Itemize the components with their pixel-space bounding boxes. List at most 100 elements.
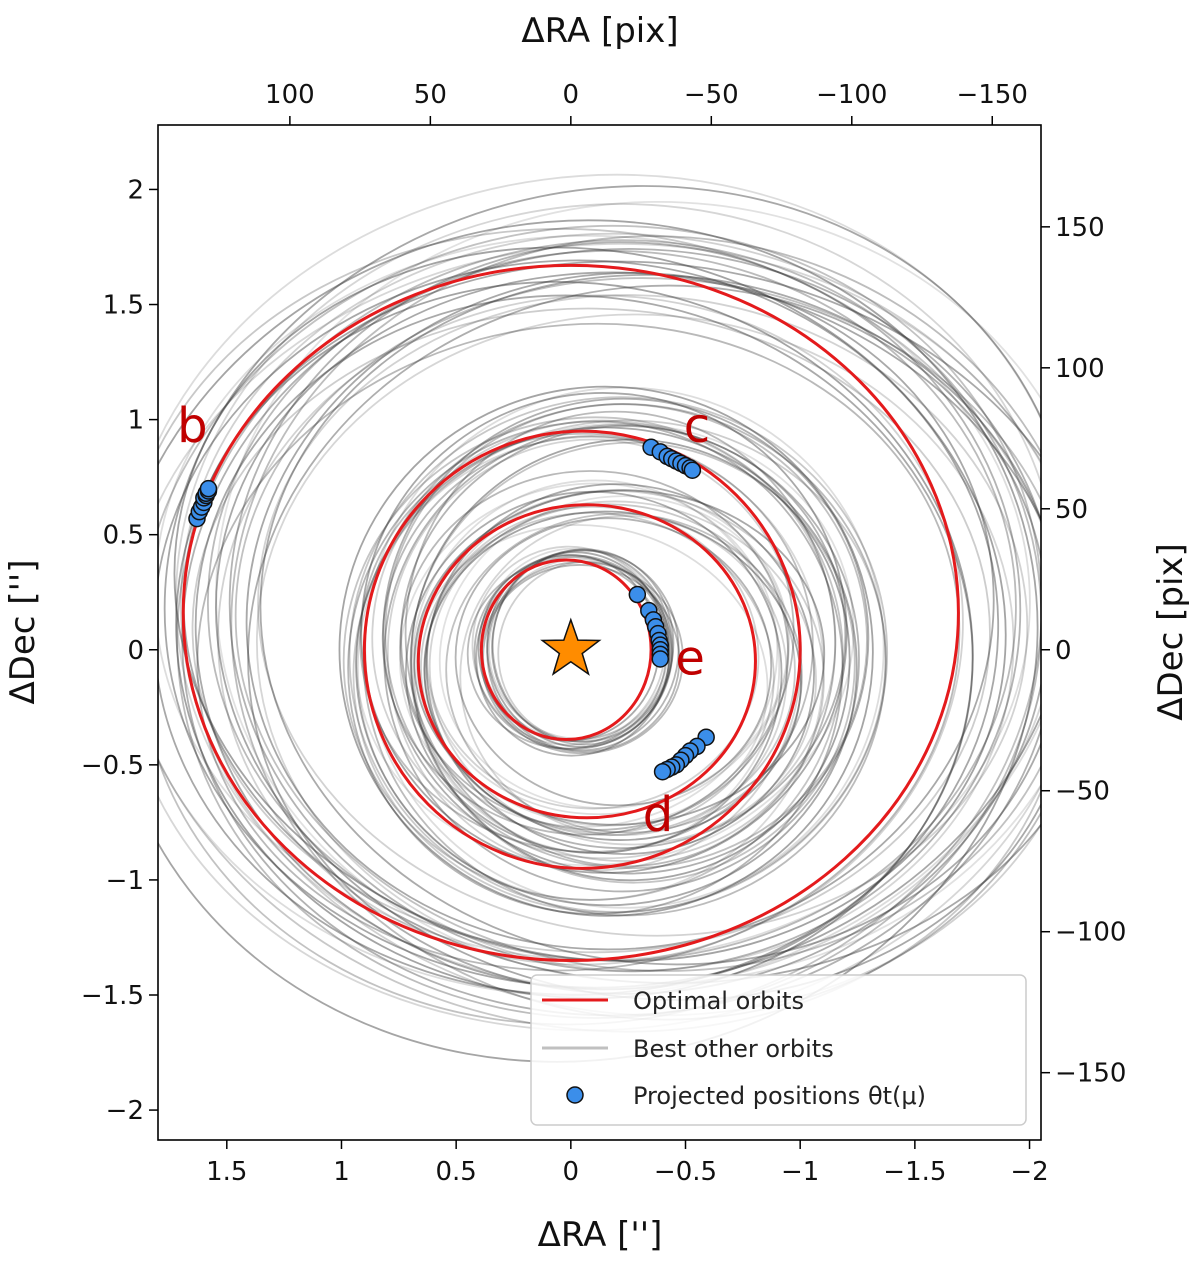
projected-position-e <box>651 650 670 668</box>
planet-label-d: d <box>643 787 673 843</box>
y-tick-label-left: 1.5 <box>103 291 144 321</box>
other-orbit <box>413 489 825 862</box>
other-orbit <box>158 228 1041 1033</box>
other-orbit <box>459 515 788 837</box>
other-orbit <box>410 438 851 882</box>
y-tick-label-right: −100 <box>1055 918 1126 948</box>
other-orbit <box>352 419 887 914</box>
projected-position-e <box>628 585 647 604</box>
other-orbit <box>257 294 1029 937</box>
y-axis-title-left: ΔDec [''] <box>3 559 43 704</box>
other-orbit <box>173 246 1007 962</box>
x-tick-label-bottom: −0.5 <box>654 1157 717 1187</box>
x-tick-label-bottom: 1.5 <box>206 1157 247 1187</box>
plot-frame <box>157 124 1042 1141</box>
star-marker <box>540 617 602 676</box>
other-orbit <box>454 517 773 807</box>
other-orbit <box>445 512 803 834</box>
other-orbit <box>259 274 1041 966</box>
x-tick-label-bottom: −2 <box>1010 1157 1048 1187</box>
planet-label-e: e <box>675 630 705 686</box>
other-orbit <box>473 554 673 750</box>
x-tick-label-bottom: −1.5 <box>883 1157 946 1187</box>
y-tick-label-right: 100 <box>1055 354 1105 384</box>
x-tick-label-top: 50 <box>414 80 447 110</box>
optimal-orbits-layer <box>181 263 960 962</box>
y-tick-label-right: −150 <box>1055 1059 1126 1089</box>
other-orbit <box>194 294 974 991</box>
other-orbit <box>217 294 964 966</box>
other-orbit <box>359 432 814 853</box>
y-tick-label-left: −1.5 <box>81 981 144 1011</box>
other-orbit <box>423 510 802 841</box>
x-tick-label-top: −150 <box>957 80 1028 110</box>
other-orbit <box>399 470 789 831</box>
other-orbit <box>420 511 775 834</box>
other-orbit <box>438 495 789 810</box>
axes-layer: 1.5 1 0.5 0 −0.5 −1 −1.5 −2 2 1.5 1 0.5 0 −0.5 −1 −1.5 −… <box>81 80 1127 1187</box>
y-tick-label-left: 2 <box>127 175 144 205</box>
x-tick-label-top: −50 <box>684 80 739 110</box>
other-orbit <box>400 425 847 850</box>
x-tick-label-bottom: −1 <box>781 1157 819 1187</box>
x-axis-title-bottom: ΔRA [''] <box>538 1215 663 1255</box>
legend: Optimal orbits Best other orbits Project… <box>530 974 1027 1126</box>
other-orbit <box>342 416 844 901</box>
other-orbit <box>347 420 844 915</box>
other-orbit <box>491 549 674 746</box>
x-tick-label-top: 100 <box>265 80 315 110</box>
legend-label-optimal: Optimal orbits <box>633 987 804 1015</box>
projected-position-c <box>683 461 702 479</box>
projected-position-d <box>653 762 672 781</box>
projected-position-b <box>199 479 218 498</box>
other-orbit <box>228 241 1022 973</box>
other-orbit <box>383 424 860 893</box>
other-orbit <box>191 307 991 954</box>
x-tick-label-bottom: 0.5 <box>435 1157 476 1187</box>
other-orbit <box>256 313 1015 972</box>
legend-marker <box>566 1086 584 1104</box>
projected-positions-layer <box>188 438 715 781</box>
optimal-orbit-c <box>362 429 802 870</box>
y-tick-label-left: −2 <box>106 1096 144 1126</box>
other-orbit <box>176 239 1041 1019</box>
other-orbit <box>360 392 848 874</box>
y-tick-label-right: −50 <box>1055 777 1110 807</box>
other-orbit <box>355 426 858 907</box>
other-orbit <box>486 549 680 752</box>
other-orbit <box>245 271 995 951</box>
y-tick-label-left: 0 <box>127 636 144 666</box>
other-orbit <box>384 403 868 870</box>
legend-label-other: Best other orbits <box>633 1035 834 1063</box>
optimal-orbit-d <box>416 503 757 820</box>
x-axis-title-top: ΔRA [pix] <box>521 11 678 51</box>
planet-labels-layer: b c e d <box>177 398 710 843</box>
y-axis-title-right: ΔDec [pix] <box>1151 543 1191 721</box>
other-orbit <box>356 436 825 901</box>
other-orbit <box>348 396 889 913</box>
other-orbit <box>158 234 1031 961</box>
legend-label-projected: Projected positions θt(μ) <box>633 1082 926 1110</box>
other-orbit <box>413 489 826 826</box>
x-tick-label-bottom: 0 <box>563 1157 580 1187</box>
legend-box <box>530 974 1027 1126</box>
other-orbit <box>475 556 671 757</box>
optimal-orbit-b <box>181 263 960 962</box>
y-tick-label-right: 150 <box>1055 213 1105 243</box>
other-orbit <box>405 490 783 854</box>
y-tick-label-left: 0.5 <box>103 521 144 551</box>
other-orbit <box>410 479 781 854</box>
planet-label-c: c <box>684 398 710 454</box>
other-orbit <box>426 505 760 810</box>
other-orbit <box>425 483 815 855</box>
x-tick-label-top: 0 <box>563 80 580 110</box>
other-orbit <box>399 482 779 828</box>
y-tick-label-left: 1 <box>127 406 144 436</box>
other-orbit <box>371 419 837 860</box>
y-tick-label-left: −1 <box>106 866 144 896</box>
other-orbit <box>423 503 796 837</box>
x-tick-label-bottom: 1 <box>333 1157 350 1187</box>
planet-label-b: b <box>177 398 207 454</box>
other-orbit <box>428 500 817 846</box>
